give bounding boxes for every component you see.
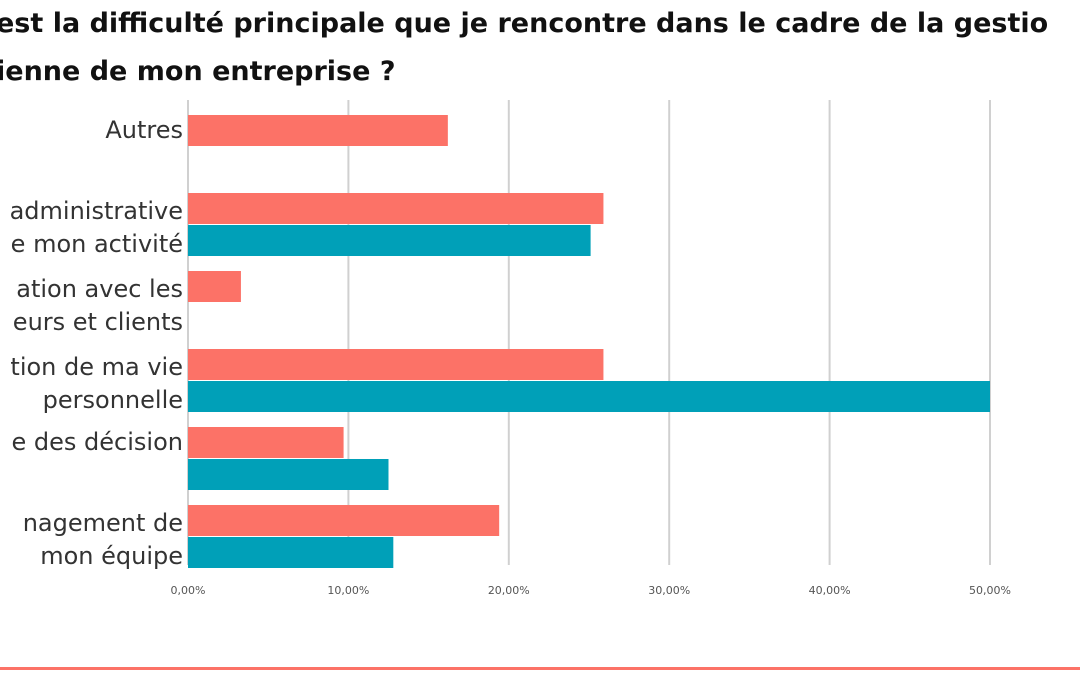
bar-s1-c2 xyxy=(188,193,604,224)
category-label-5-line-1: e des décision xyxy=(12,428,183,456)
bar-s1-c3 xyxy=(188,271,241,302)
category-label-6-line-2: mon équipe xyxy=(40,542,183,570)
category-label-3-line-1: ation avec les xyxy=(16,275,183,303)
bar-s2-c6 xyxy=(188,537,394,568)
bar-s1-c6 xyxy=(188,505,500,536)
x-tick-label-0: 0,00% xyxy=(171,584,206,597)
category-label-4-line-2: personnelle xyxy=(43,386,183,414)
category-label-2-line-1: administrative xyxy=(10,197,183,225)
bar-s2-c5 xyxy=(188,459,389,490)
bar-s2-c4 xyxy=(188,381,990,412)
chart-title-line-2: ienne de mon entreprise ? xyxy=(0,56,396,87)
chart-title-line-1: est la difficulté principale que je renc… xyxy=(0,8,1049,39)
x-tick-label-3: 30,00% xyxy=(648,584,690,597)
category-label-6-line-1: nagement de xyxy=(23,509,183,537)
chart-title: est la difficulté principale que je renc… xyxy=(0,0,1080,96)
category-label-2-line-2: e mon activité xyxy=(11,230,183,258)
bar-s1-c5 xyxy=(188,427,344,458)
bar-s1-c1 xyxy=(188,115,448,146)
bottom-divider xyxy=(0,667,1080,670)
category-label-1-line-1: Autres xyxy=(105,116,183,144)
x-tick-label-4: 40,00% xyxy=(809,584,851,597)
bar-s1-c4 xyxy=(188,349,604,380)
category-label-4-line-1: tion de ma vie xyxy=(10,353,183,381)
category-label-3-line-2: eurs et clients xyxy=(13,308,183,336)
x-tick-label-5: 50,00% xyxy=(969,584,1011,597)
x-tick-label-1: 10,00% xyxy=(327,584,369,597)
bar-s2-c2 xyxy=(188,225,591,256)
x-tick-label-2: 20,00% xyxy=(488,584,530,597)
